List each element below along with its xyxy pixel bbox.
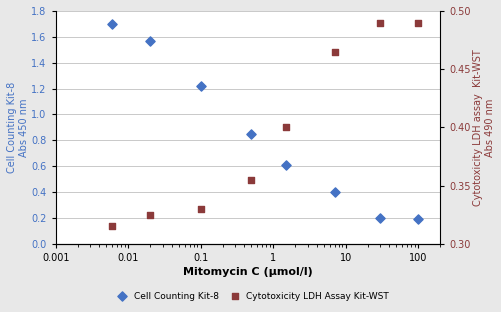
Cytotoxicity LDH Assay Kit-WST bbox=[330, 49, 338, 54]
Cell Counting Kit-8 bbox=[247, 131, 255, 136]
Y-axis label: Cytotoxicity LDH assay  Kit-WST
Abs 490 nm: Cytotoxicity LDH assay Kit-WST Abs 490 n… bbox=[472, 49, 494, 206]
Cell Counting Kit-8 bbox=[413, 217, 421, 222]
Cell Counting Kit-8 bbox=[330, 190, 338, 195]
Cytotoxicity LDH Assay Kit-WST bbox=[247, 177, 255, 182]
Cell Counting Kit-8 bbox=[282, 162, 290, 167]
Cytotoxicity LDH Assay Kit-WST bbox=[196, 206, 204, 211]
X-axis label: Mitomycin C (μmol/l): Mitomycin C (μmol/l) bbox=[183, 267, 312, 277]
Cell Counting Kit-8 bbox=[196, 84, 204, 89]
Cell Counting Kit-8 bbox=[146, 38, 154, 43]
Legend: Cell Counting Kit-8, Cytotoxicity LDH Assay Kit-WST: Cell Counting Kit-8, Cytotoxicity LDH As… bbox=[109, 288, 392, 305]
Cytotoxicity LDH Assay Kit-WST bbox=[282, 125, 290, 130]
Cytotoxicity LDH Assay Kit-WST bbox=[146, 212, 154, 217]
Cell Counting Kit-8 bbox=[376, 215, 384, 220]
Cytotoxicity LDH Assay Kit-WST bbox=[108, 224, 116, 229]
Cytotoxicity LDH Assay Kit-WST bbox=[413, 20, 421, 25]
Cytotoxicity LDH Assay Kit-WST bbox=[376, 20, 384, 25]
Y-axis label: Cell Counting Kit-8
Abs 450 nm: Cell Counting Kit-8 Abs 450 nm bbox=[7, 82, 29, 173]
Cell Counting Kit-8 bbox=[108, 22, 116, 27]
